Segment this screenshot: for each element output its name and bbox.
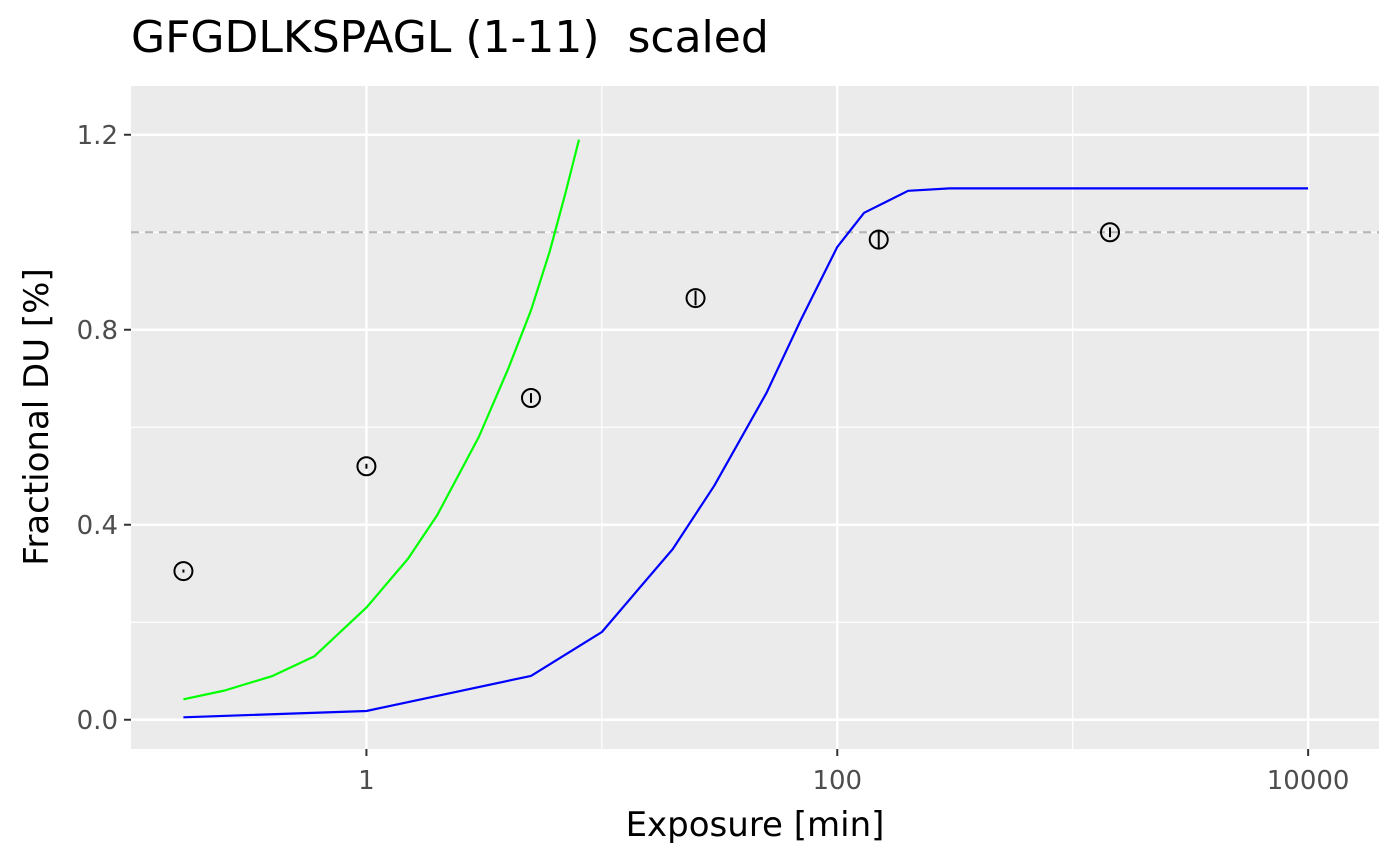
data-point-marker xyxy=(356,456,377,477)
data-point xyxy=(356,456,377,477)
data-point xyxy=(868,229,889,250)
y-tick-label: 0.4 xyxy=(77,511,118,541)
x-tick-label: 100 xyxy=(812,766,862,796)
data-point xyxy=(173,561,194,582)
series-line-1 xyxy=(183,139,581,701)
data-point-marker xyxy=(173,561,194,582)
y-tick-label: 0.8 xyxy=(77,316,118,346)
x-axis: 1 100 10000 xyxy=(358,749,1349,796)
x-tick-label: 10000 xyxy=(1267,766,1350,796)
data-point xyxy=(520,388,541,408)
data-point-marker xyxy=(1099,222,1120,243)
x-axis-title: Exposure [min] xyxy=(626,805,885,845)
data-points xyxy=(173,222,1120,582)
chart-title: GFGDLKSPAGL (1-11) scaled xyxy=(131,12,769,63)
major-gridlines xyxy=(131,86,1379,749)
series-lines xyxy=(183,139,1309,719)
y-tick-label: 1.2 xyxy=(77,121,118,151)
y-axis: 0.0 0.4 0.8 1.2 xyxy=(77,121,131,736)
y-tick-label: 0.0 xyxy=(77,706,118,736)
data-point-marker xyxy=(685,288,706,309)
series-line-2 xyxy=(183,187,1309,719)
data-point-marker xyxy=(520,388,541,408)
x-tick-label: 1 xyxy=(358,766,375,796)
panel-background xyxy=(131,86,1379,749)
data-point xyxy=(1099,222,1120,243)
data-point xyxy=(685,288,706,309)
y-axis-title: Fractional DU [%] xyxy=(17,268,57,566)
